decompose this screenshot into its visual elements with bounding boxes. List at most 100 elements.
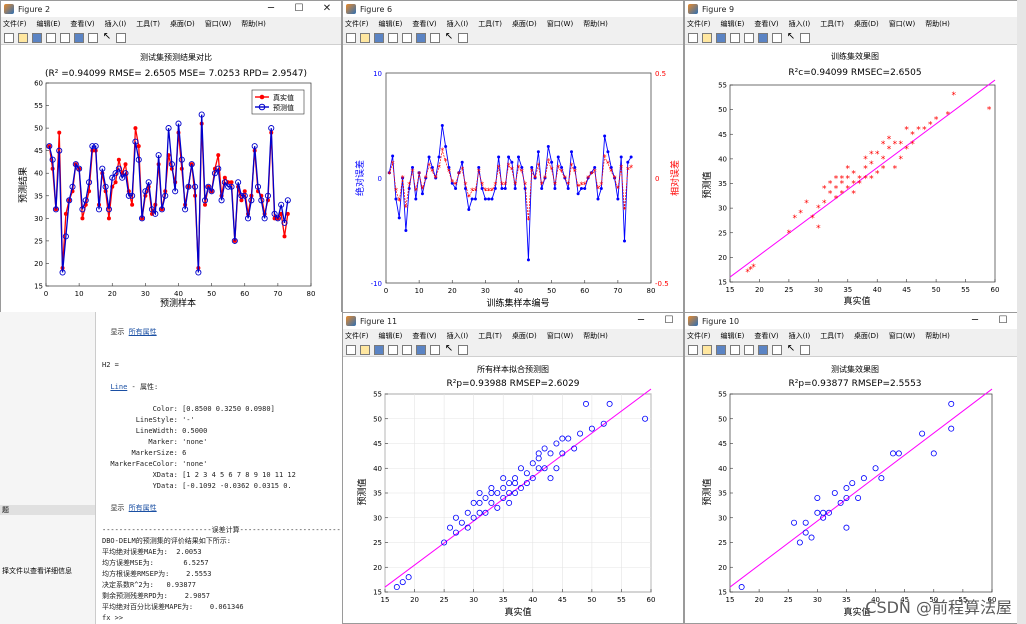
menu-help[interactable]: 帮助(H) xyxy=(241,20,266,28)
menu-desktop[interactable]: 桌面(D) xyxy=(511,332,537,340)
menu-help[interactable]: 帮助(H) xyxy=(925,20,950,28)
menu-window[interactable]: 窗口(W) xyxy=(888,332,916,340)
colorbar-icon[interactable] xyxy=(758,344,768,355)
new-icon[interactable] xyxy=(346,344,356,355)
property-icon[interactable] xyxy=(800,32,810,43)
link-icon[interactable] xyxy=(402,32,412,43)
new-icon[interactable] xyxy=(346,32,356,43)
menu-help[interactable]: 帮助(H) xyxy=(583,332,608,340)
menu-view[interactable]: 查看(V) xyxy=(754,20,779,28)
new-icon[interactable] xyxy=(688,344,698,355)
menu-help[interactable]: 帮助(H) xyxy=(925,332,950,340)
desktop-scrollbar[interactable] xyxy=(1017,0,1026,624)
property-icon[interactable] xyxy=(458,32,468,43)
menu-view[interactable]: 查看(V) xyxy=(754,332,779,340)
menu-file[interactable]: 文件(F) xyxy=(3,20,27,28)
menu-desktop[interactable]: 桌面(D) xyxy=(511,20,537,28)
save-icon[interactable] xyxy=(374,344,384,355)
menu-insert[interactable]: 插入(I) xyxy=(788,20,811,28)
legend-icon[interactable] xyxy=(430,344,440,355)
pointer-icon[interactable]: ↖ xyxy=(444,342,454,354)
menu-window[interactable]: 窗口(W) xyxy=(204,20,232,28)
maximize-button[interactable]: ☐ xyxy=(664,315,674,326)
menu-window[interactable]: 窗口(W) xyxy=(888,20,916,28)
minimize-button[interactable]: ─ xyxy=(267,3,275,14)
all-props-link[interactable]: 所有属性 xyxy=(128,504,157,512)
pointer-icon[interactable]: ↖ xyxy=(786,30,796,42)
menu-view[interactable]: 查看(V) xyxy=(412,332,437,340)
save-icon[interactable] xyxy=(32,32,42,43)
menu-view[interactable]: 查看(V) xyxy=(412,20,437,28)
property-icon[interactable] xyxy=(458,344,468,355)
save-icon[interactable] xyxy=(716,32,726,43)
menu-insert[interactable]: 插入(I) xyxy=(446,20,469,28)
colorbar-icon[interactable] xyxy=(758,32,768,43)
minimize-button[interactable]: ─ xyxy=(971,315,979,326)
pointer-icon[interactable]: ↖ xyxy=(444,30,454,42)
menu-file[interactable]: 文件(F) xyxy=(345,20,369,28)
new-icon[interactable] xyxy=(4,32,14,43)
colorbar-icon[interactable] xyxy=(74,32,84,43)
pointer-icon[interactable]: ↖ xyxy=(786,342,796,354)
menu-file[interactable]: 文件(F) xyxy=(687,20,711,28)
command-prompt[interactable]: fx >> xyxy=(102,614,124,622)
maximize-button[interactable]: ☐ xyxy=(998,315,1008,326)
menu-edit[interactable]: 编辑(E) xyxy=(36,20,61,28)
print-icon[interactable] xyxy=(730,32,740,43)
menu-tools[interactable]: 工具(T) xyxy=(820,332,844,340)
menu-window[interactable]: 窗口(W) xyxy=(546,332,574,340)
open-icon[interactable] xyxy=(360,32,370,43)
open-icon[interactable] xyxy=(360,344,370,355)
colorbar-icon[interactable] xyxy=(416,32,426,43)
property-icon[interactable] xyxy=(800,344,810,355)
legend-icon[interactable] xyxy=(88,32,98,43)
figure-11-titlebar[interactable]: Figure 11 ─ ☐ xyxy=(343,313,683,329)
maximize-button[interactable]: ☐ xyxy=(294,3,304,14)
new-icon[interactable] xyxy=(688,32,698,43)
menu-tools[interactable]: 工具(T) xyxy=(820,20,844,28)
legend-icon[interactable] xyxy=(772,32,782,43)
menu-window[interactable]: 窗口(W) xyxy=(546,20,574,28)
menu-edit[interactable]: 编辑(E) xyxy=(378,20,403,28)
menu-file[interactable]: 文件(F) xyxy=(687,332,711,340)
open-icon[interactable] xyxy=(702,344,712,355)
link-icon[interactable] xyxy=(744,344,754,355)
figure-2-titlebar[interactable]: Figure 2 ─ ☐ ✕ xyxy=(1,1,341,17)
save-icon[interactable] xyxy=(374,32,384,43)
menu-edit[interactable]: 编辑(E) xyxy=(720,332,745,340)
line-link[interactable]: Line xyxy=(110,383,128,391)
link-icon[interactable] xyxy=(60,32,70,43)
menu-edit[interactable]: 编辑(E) xyxy=(720,20,745,28)
menu-insert[interactable]: 插入(I) xyxy=(446,332,469,340)
open-icon[interactable] xyxy=(702,32,712,43)
print-icon[interactable] xyxy=(730,344,740,355)
link-icon[interactable] xyxy=(744,32,754,43)
minimize-button[interactable]: ─ xyxy=(637,315,645,326)
command-window[interactable]: 显示 所有属性 H2 = Line - 属性: Color: [0.8500 0.… xyxy=(95,312,350,624)
print-icon[interactable] xyxy=(46,32,56,43)
menu-file[interactable]: 文件(F) xyxy=(345,332,369,340)
print-icon[interactable] xyxy=(388,344,398,355)
figure-9-titlebar[interactable]: Figure 9 xyxy=(685,1,1017,17)
menu-tools[interactable]: 工具(T) xyxy=(478,332,502,340)
all-props-link[interactable]: 所有属性 xyxy=(128,328,157,336)
menu-desktop[interactable]: 桌面(D) xyxy=(853,332,879,340)
save-icon[interactable] xyxy=(716,344,726,355)
menu-help[interactable]: 帮助(H) xyxy=(583,20,608,28)
open-icon[interactable] xyxy=(18,32,28,43)
print-icon[interactable] xyxy=(388,32,398,43)
menu-edit[interactable]: 编辑(E) xyxy=(378,332,403,340)
menu-desktop[interactable]: 桌面(D) xyxy=(853,20,879,28)
property-icon[interactable] xyxy=(116,32,126,43)
menu-desktop[interactable]: 桌面(D) xyxy=(169,20,195,28)
figure-6-titlebar[interactable]: Figure 6 xyxy=(343,1,683,17)
colorbar-icon[interactable] xyxy=(416,344,426,355)
close-button[interactable]: ✕ xyxy=(322,3,332,14)
menu-insert[interactable]: 插入(I) xyxy=(104,20,127,28)
legend-icon[interactable] xyxy=(772,344,782,355)
menu-tools[interactable]: 工具(T) xyxy=(136,20,160,28)
menu-tools[interactable]: 工具(T) xyxy=(478,20,502,28)
link-icon[interactable] xyxy=(402,344,412,355)
legend-icon[interactable] xyxy=(430,32,440,43)
menu-view[interactable]: 查看(V) xyxy=(70,20,95,28)
